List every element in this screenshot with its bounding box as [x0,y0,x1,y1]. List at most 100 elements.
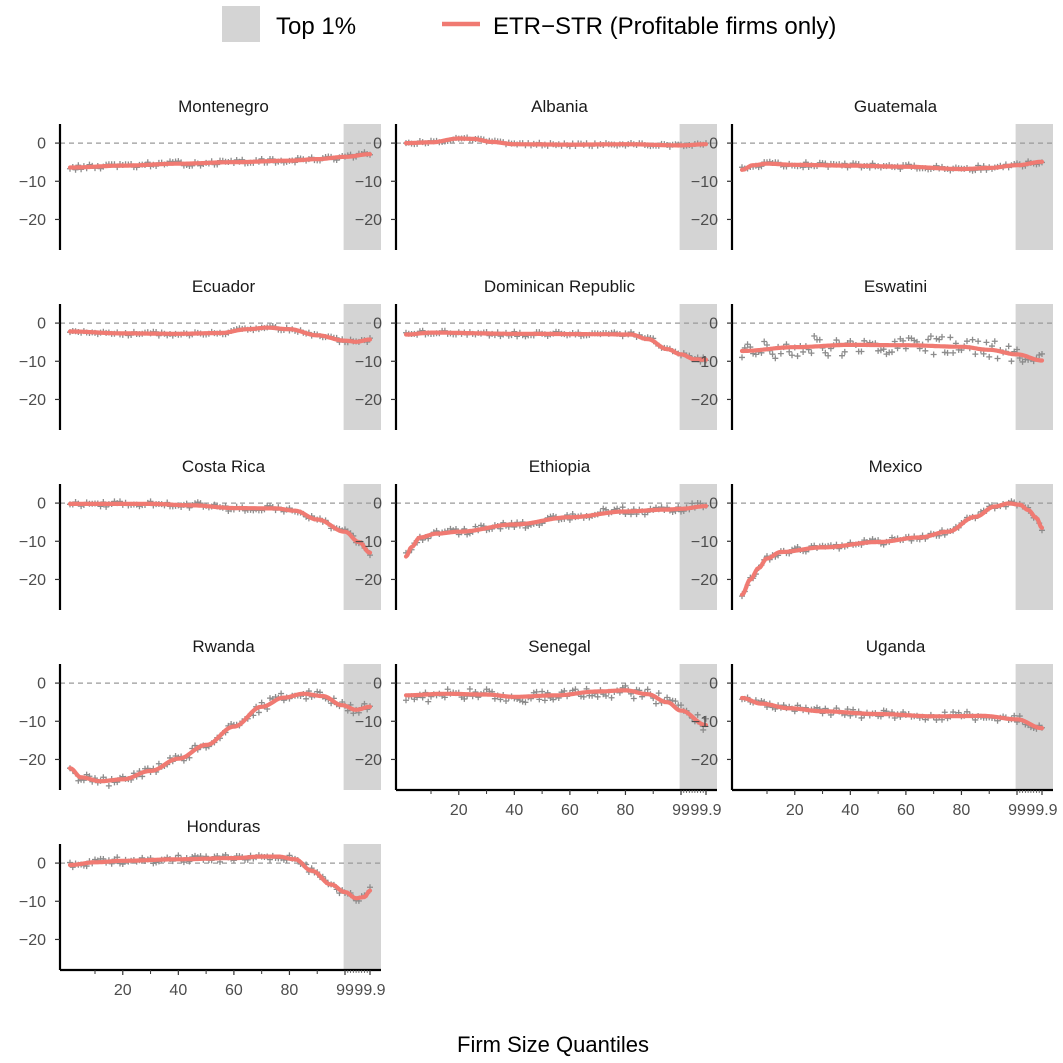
data-point [703,715,709,722]
y-tick-label: 0 [373,136,382,153]
x-tick-label: 99 [336,982,354,999]
x-tick-label: 80 [281,982,299,999]
y-tick-label: −10 [355,714,382,731]
x-tick-label: 20 [450,802,468,819]
data-point [1039,350,1045,357]
data-point [503,697,509,704]
data-point [403,697,409,704]
data-point [655,690,662,697]
data-point [811,332,818,339]
panel-guatemala: Guatemala 0 −10 −20 [691,97,1053,250]
panel-title: Uganda [866,637,926,656]
data-point [1014,346,1020,353]
top-1pct-shade [343,664,381,790]
data-point [539,688,546,695]
y-tick-label: −20 [19,212,46,229]
y-tick-label: 0 [373,316,382,333]
x-tick-label: 60 [225,982,243,999]
y-tick-label: −20 [691,392,718,409]
x-tick-label: 99.9 [690,802,721,819]
legend-shade-label: Top 1% [276,13,356,40]
y-tick-label: −10 [19,174,46,191]
top-1pct-shade [1015,124,1053,250]
data-point [789,352,795,359]
x-tick-label: 40 [841,802,859,819]
data-point [964,708,970,715]
panel-title: Ethiopia [529,457,591,476]
x-tick-label: 80 [953,802,971,819]
data-point [1008,358,1015,365]
data-point [927,333,934,340]
y-tick-label: 0 [709,496,718,513]
panel-title: Costa Rica [182,457,266,476]
y-tick-label: −20 [19,392,46,409]
data-point [700,726,707,733]
x-axis-title: Firm Size Quantiles [457,1032,649,1057]
data-point [769,351,776,358]
data-point [739,354,745,361]
legend: Top 1% ETR−STR (Profitable firms only) [222,6,836,42]
panel-title: Dominican Republic [484,277,636,296]
series-line [403,504,709,559]
panel-mexico: Mexico 0 −10 −20 [691,457,1053,610]
series-line [739,159,1045,172]
y-tick-label: 0 [373,496,382,513]
data-point [75,777,82,784]
y-tick-label: −20 [691,752,718,769]
y-tick-label: −10 [355,174,382,191]
x-tick-label: 80 [617,802,635,819]
data-point [944,349,951,356]
series-line [739,501,1045,597]
data-point [444,686,451,693]
data-point [258,699,265,706]
top-1pct-shade [343,124,381,250]
x-tick-label: 20 [786,802,804,819]
data-point [991,338,998,345]
y-tick-label: −20 [19,572,46,589]
y-tick-label: −20 [19,752,46,769]
data-point [889,349,895,356]
y-tick-label: −10 [355,354,382,371]
top-1pct-shade [679,304,717,430]
data-point [541,697,548,704]
y-tick-label: −10 [691,714,718,731]
y-tick-label: −10 [691,534,718,551]
data-point [839,352,845,359]
panel-rwanda: Rwanda 0 −10 −20 [19,637,381,790]
x-tick-label: 60 [897,802,915,819]
panel-title: Mexico [869,457,923,476]
panel-title: Montenegro [178,97,269,116]
data-point [822,349,829,356]
x-tick-label: 60 [561,802,579,819]
panel-senegal: Senegal 0 −10 −20 20 40 60 80 99 99.9 [355,637,722,819]
data-point [1005,343,1012,350]
data-point [761,338,768,345]
x-tick-label: 40 [169,982,187,999]
series-line [67,501,373,555]
y-tick-label: −20 [691,212,718,229]
y-tick-label: −10 [691,174,718,191]
data-point [930,351,937,358]
data-point [694,711,701,718]
panel-title: Rwanda [192,637,255,656]
x-tick-label: 99.9 [354,982,385,999]
series-line [67,854,373,901]
panel-eswatini: Eswatini 0 −10 −20 [691,277,1053,430]
data-point [653,700,659,707]
data-point [278,690,285,697]
top-1pct-shade [343,844,381,970]
data-point [900,337,907,344]
data-point [950,709,957,716]
data-point [594,693,601,700]
y-tick-label: −20 [355,212,382,229]
y-tick-label: −10 [19,354,46,371]
data-point [922,347,929,354]
y-tick-label: −10 [19,534,46,551]
legend-line-label: ETR−STR (Profitable firms only) [493,13,836,40]
panel-montenegro: Montenegro 0 −10 −20 [19,97,381,250]
data-point [794,353,801,360]
data-point [858,348,865,355]
series-line [403,330,709,362]
data-point [267,695,273,702]
data-point [572,686,579,693]
